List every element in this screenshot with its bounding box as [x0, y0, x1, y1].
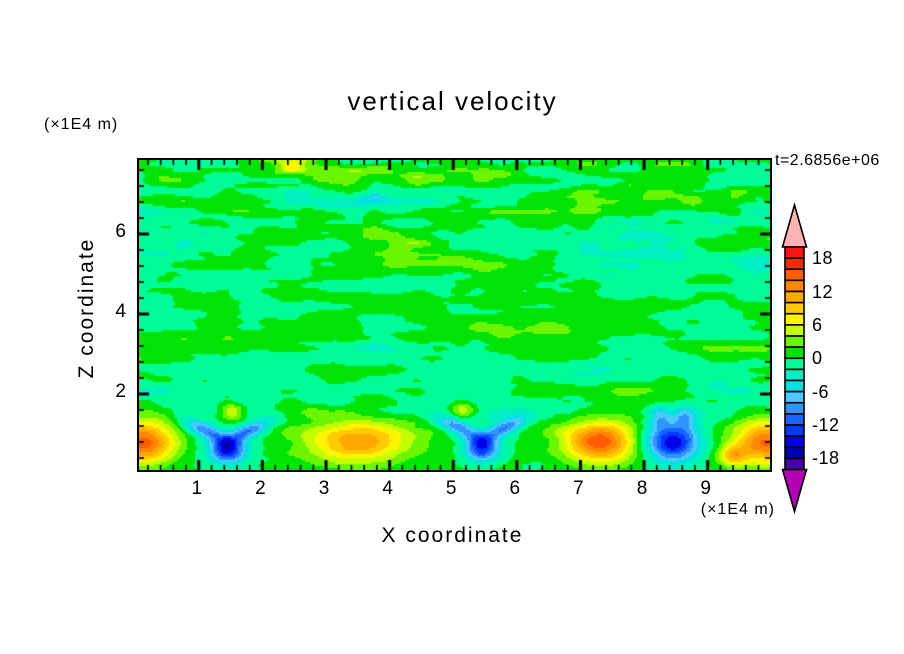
colorbar-cell [784, 424, 805, 437]
colorbar-cell [784, 346, 805, 360]
colorbar-arrow [781, 468, 808, 515]
colorbar-cell [784, 457, 805, 471]
z-axis-unit-label: (×1E4 m) [44, 116, 119, 133]
colorbar-cell [784, 279, 805, 293]
plot-title: vertical velocity [347, 86, 558, 116]
x-tick-label: 4 [382, 478, 393, 499]
colorbar-cell [784, 435, 805, 449]
colorbar-tick-label: -18 [812, 448, 840, 469]
colorbar-tick-label: -12 [812, 415, 840, 435]
x-tick-label: 6 [509, 478, 521, 499]
colorbar-cell [784, 268, 805, 282]
z-tick-label: 4 [115, 301, 126, 322]
colorbar-tick-label: -6 [812, 381, 830, 402]
colorbar-cell [784, 446, 805, 460]
colorbar-cell [784, 312, 805, 326]
x-tick-label: 3 [318, 478, 330, 499]
colorbar-cell [784, 401, 805, 415]
z-tick-label: 2 [115, 381, 126, 402]
x-tick-label: 8 [636, 478, 648, 499]
x-axis-unit-label: (×1E4 m) [700, 501, 775, 518]
colorbar-arrow [781, 202, 808, 248]
colorbar-cell [784, 257, 805, 271]
x-tick-label: 5 [445, 478, 457, 499]
colorbar-cell [784, 324, 805, 337]
contour-field-canvas [137, 158, 772, 472]
colorbar-cell [784, 357, 805, 371]
colorbar-cell [784, 246, 805, 259]
colorbar-cell [784, 390, 805, 404]
x-tick-label: 1 [191, 478, 203, 499]
colorbar-tick-label: 6 [812, 314, 823, 335]
colorbar-cell [784, 413, 805, 426]
colorbar-cell [784, 335, 805, 348]
colorbar-cell [784, 368, 805, 382]
z-tick-label: 6 [115, 221, 126, 242]
x-tick-label: 9 [700, 478, 711, 499]
colorbar-tick-label: 18 [812, 248, 834, 269]
x-axis-title: X coordinate [381, 524, 524, 547]
colorbar-tick-label: 12 [812, 281, 834, 302]
colorbar-cell [784, 379, 805, 393]
colorbar-tick-label: 0 [812, 348, 823, 369]
x-tick-label: 2 [255, 478, 266, 499]
colorbar-cell [784, 290, 805, 304]
x-tick-label: 7 [573, 478, 584, 499]
colorbar-cell [784, 301, 805, 315]
timestamp-label: t=2.6856e+06 [775, 152, 880, 169]
colorbar [781, 202, 808, 515]
